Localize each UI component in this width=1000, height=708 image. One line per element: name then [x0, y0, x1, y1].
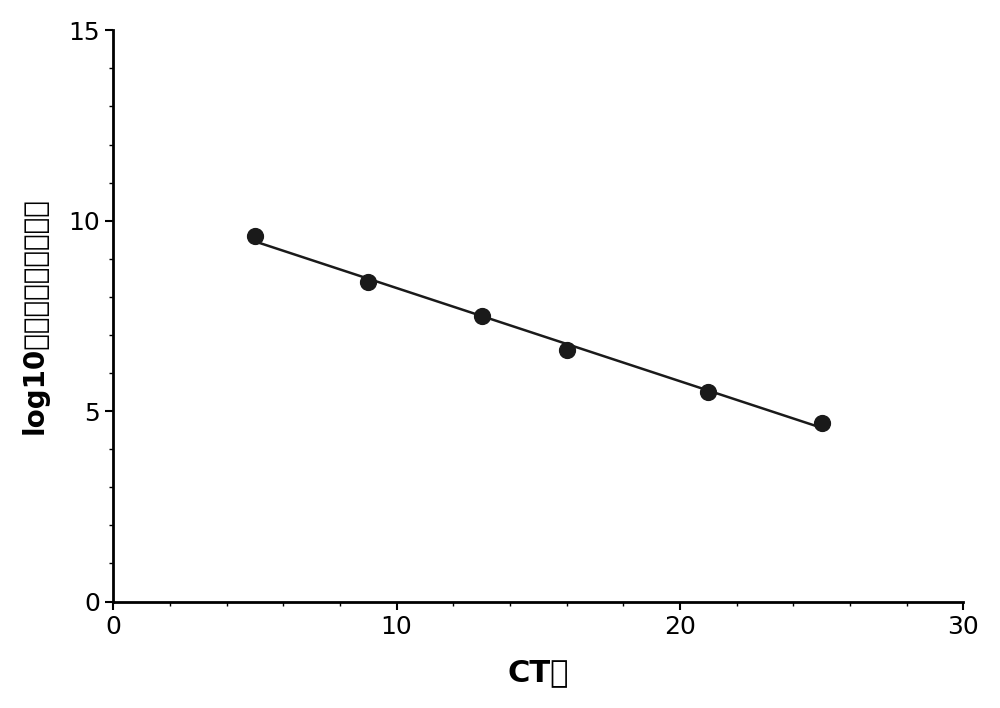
Point	[474, 310, 490, 321]
Point	[247, 230, 263, 241]
X-axis label: CT値: CT値	[508, 658, 569, 687]
Point	[700, 387, 716, 398]
Point	[360, 276, 376, 287]
Point	[559, 345, 575, 356]
Y-axis label: log10（阳性标准品浓度）: log10（阳性标准品浓度）	[21, 198, 49, 435]
Point	[814, 417, 830, 428]
